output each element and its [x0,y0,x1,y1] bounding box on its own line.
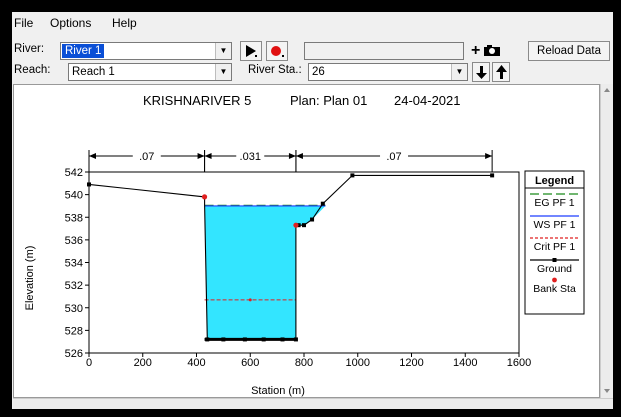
mannings-arrowhead [197,153,205,159]
ground-point [350,173,355,178]
legend-ws: WS PF 1 [533,219,575,231]
prev-station-button[interactable] [472,62,490,82]
x-tick-label: 0 [86,357,92,369]
record-button[interactable] [266,41,288,61]
x-tick-label: 800 [295,357,313,369]
x-tick-label: 600 [241,357,259,369]
reload-data-button[interactable]: Reload Data [528,41,610,61]
mannings-arrowhead [485,153,493,159]
legend-eg: EG PF 1 [534,197,574,209]
mannings-label-bg [380,150,409,162]
ground-point [296,223,301,228]
y-tick-label: 530 [65,303,83,315]
river-value: River 1 [62,44,105,58]
legend: Legend EG PF 1 WS PF 1 Crit PF 1 Ground … [524,170,585,315]
mannings-n-label: .07 [386,151,401,163]
river-sta-value: 26 [312,66,325,78]
svg-text:+: + [471,42,480,59]
mannings-arrowhead [89,153,96,159]
plot-date: 24-04-2021 [394,93,461,108]
bank-sta-point [293,222,299,228]
cross-section-plot: KRISHNARIVER 5 Plan: Plan 01 24-04-2021 … [13,84,600,398]
y-tick-label: 542 [65,167,83,179]
cross-section-chart: KRISHNARIVER 5 Plan: Plan 01 24-04-2021 … [24,93,585,397]
ground-point [87,182,91,187]
legend-title: Legend [535,175,574,187]
menu-file[interactable]: File [14,16,34,30]
menu-bar: File Options Help [12,12,613,34]
profile-field[interactable] [304,42,464,60]
legend-crit: Crit PF 1 [534,241,576,253]
mannings-label-bg [132,150,161,162]
x-axis-label: Station (m) [251,385,305,397]
reach-row: Reach: Reach 1 ▼ River Sta.: 26 ▼ [12,60,613,84]
app-window: File Options Help River: River 1 ▼ + Rel… [12,12,613,409]
reach-select[interactable]: Reach 1 ▼ [68,63,232,81]
water-fill [204,205,326,340]
chevron-down-icon[interactable]: ▼ [451,64,467,80]
arrow-down-icon [476,66,487,79]
menu-options[interactable]: Options [50,16,92,30]
next-station-button[interactable] [492,62,510,82]
plot-plan: Plan: Plan 01 [290,93,367,108]
mannings-n-label: .031 [240,151,261,163]
y-tick-label: 538 [65,212,83,224]
reach-value: Reach 1 [72,66,115,78]
crit-pf1-marker [248,298,252,302]
x-tick-label: 1400 [453,357,477,369]
legend-swatch-bank [552,277,557,283]
x-tick-label: 200 [134,357,152,369]
river-sta-select[interactable]: 26 ▼ [308,63,468,81]
mannings-arrowhead [288,153,296,159]
mannings-n-label: .07 [139,151,154,163]
plot-title: KRISHNARIVER 5 [143,93,251,108]
x-tick-label: 1200 [399,357,423,369]
chevron-down-icon[interactable]: ▼ [215,43,231,59]
river-select[interactable]: River 1 ▼ [60,42,232,60]
camera-button[interactable]: + [468,41,504,61]
mannings-arrowhead [204,153,212,159]
x-tick-label: 1000 [346,357,370,369]
y-axis-label: Elevation (m) [24,246,36,311]
play-icon [246,45,257,57]
ground-point [320,201,325,206]
play-button[interactable] [240,41,262,61]
camera-icon: + [471,42,500,59]
y-tick-label: 534 [65,258,83,270]
chevron-down-icon[interactable]: ▼ [215,64,231,80]
record-dot-icon [271,46,284,57]
reach-label: Reach: [14,64,51,76]
bank-sta-point [201,194,208,200]
legend-bank-sta: Bank Sta [533,283,576,295]
river-label: River: [14,43,45,55]
y-tick-label: 536 [65,235,83,247]
y-tick-label: 540 [65,190,83,202]
y-tick-label: 532 [65,280,83,292]
x-tick-label: 1600 [507,357,531,369]
y-tick-label: 528 [65,325,83,337]
ground-point [310,217,315,222]
menu-help[interactable]: Help [112,16,137,30]
plot-frame [88,171,520,354]
arrow-up-icon [496,65,507,79]
y-tick-label: 526 [65,348,83,360]
mannings-label-bg [236,150,265,162]
river-row: River: River 1 ▼ + Reload Data [12,39,613,63]
legend-ground: Ground [537,263,572,275]
x-tick-label: 400 [187,357,205,369]
horizontal-scrollbar[interactable] [13,398,613,409]
ground-point [302,223,306,228]
mannings-arrowhead [295,153,303,159]
river-sta-label: River Sta.: [248,64,302,76]
vertical-scrollbar[interactable] [600,84,613,398]
ground-point [490,173,495,178]
